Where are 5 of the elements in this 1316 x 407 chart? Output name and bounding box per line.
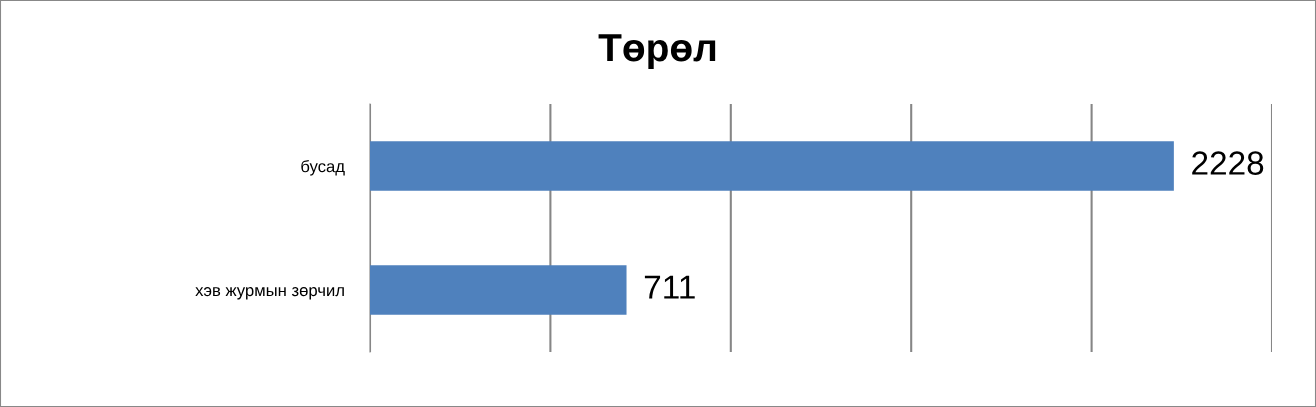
y-tick-label: хэв журмын зөрчил	[195, 287, 344, 300]
data-label: 2228	[1192, 151, 1264, 175]
data-label: 711	[644, 275, 695, 299]
chart-title: Төрөл	[598, 34, 716, 70]
y-tick-label: бусад	[301, 159, 345, 176]
